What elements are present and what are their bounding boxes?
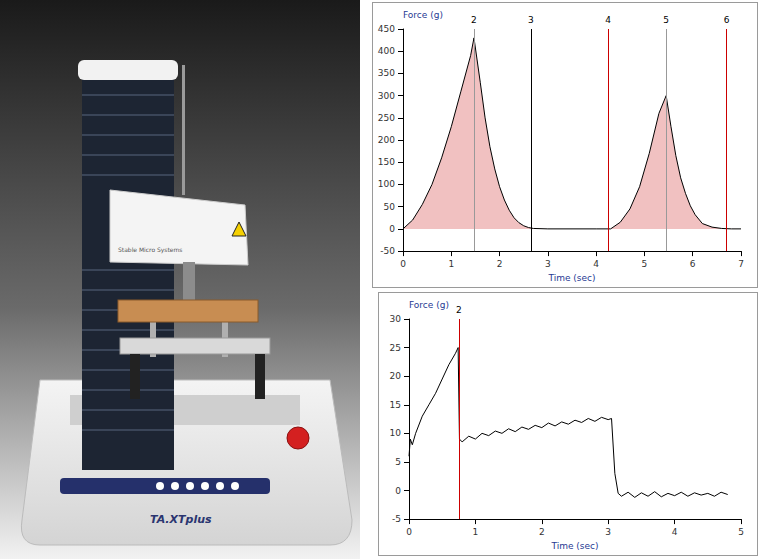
svg-text:20: 20 (390, 371, 402, 381)
svg-text:2: 2 (497, 259, 503, 269)
svg-text:10: 10 (390, 428, 402, 438)
svg-text:Force (g): Force (g) (403, 10, 443, 20)
svg-text:5: 5 (642, 259, 648, 269)
svg-text:4: 4 (593, 259, 599, 269)
svg-text:2: 2 (539, 527, 545, 537)
svg-text:150: 150 (378, 157, 395, 167)
svg-text:15: 15 (390, 400, 401, 410)
svg-text:4: 4 (672, 527, 678, 537)
svg-text:3: 3 (605, 527, 611, 537)
svg-text:300: 300 (378, 91, 395, 101)
svg-text:400: 400 (378, 46, 395, 56)
svg-text:-50: -50 (380, 246, 395, 256)
svg-text:0: 0 (400, 259, 406, 269)
svg-text:2: 2 (471, 15, 477, 25)
svg-text:Time (sec): Time (sec) (547, 273, 595, 283)
svg-text:2: 2 (456, 305, 462, 315)
svg-text:5: 5 (738, 527, 744, 537)
svg-text:0: 0 (406, 527, 412, 537)
svg-text:350: 350 (378, 68, 395, 78)
svg-text:50: 50 (384, 202, 396, 212)
svg-text:0: 0 (389, 224, 395, 234)
svg-text:7: 7 (738, 259, 744, 269)
svg-text:5: 5 (663, 15, 669, 25)
svg-text:0: 0 (395, 486, 401, 496)
svg-text:5: 5 (395, 457, 401, 467)
svg-text:1: 1 (448, 259, 454, 269)
svg-text:6: 6 (690, 259, 696, 269)
svg-text:450: 450 (378, 24, 395, 34)
svg-text:4: 4 (605, 15, 611, 25)
svg-text:30: 30 (390, 314, 402, 324)
svg-text:100: 100 (378, 179, 395, 189)
svg-text:TA.XTplus: TA.XTplus (150, 513, 212, 526)
svg-text:Time (sec): Time (sec) (550, 541, 598, 551)
svg-text:Force (g): Force (g) (409, 300, 449, 310)
svg-text:3: 3 (545, 259, 551, 269)
svg-text:Stable Micro Systems: Stable Micro Systems (118, 246, 182, 254)
svg-text:3: 3 (528, 15, 534, 25)
svg-text:200: 200 (378, 135, 395, 145)
svg-text:6: 6 (724, 15, 730, 25)
svg-text:25: 25 (390, 343, 401, 353)
svg-text:-5: -5 (392, 514, 401, 524)
svg-text:1: 1 (473, 527, 479, 537)
svg-text:250: 250 (378, 113, 395, 123)
